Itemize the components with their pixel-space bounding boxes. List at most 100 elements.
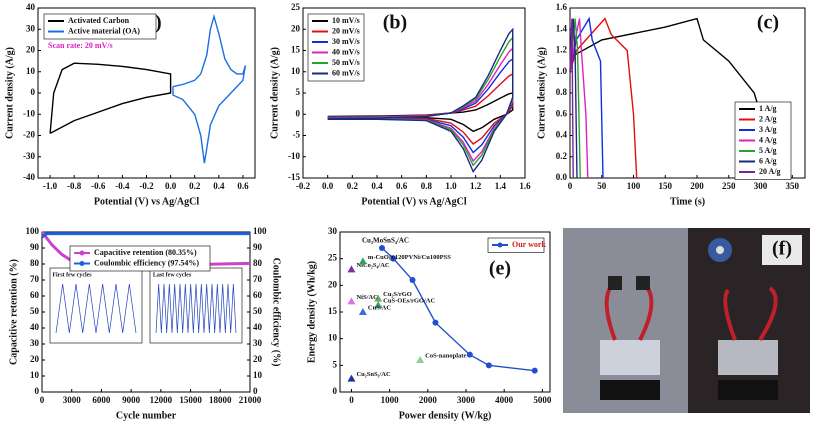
y-tick-label: 0.2 — [556, 151, 568, 161]
inset-waveform — [55, 283, 137, 334]
panel-title: (b) — [383, 12, 407, 34]
y-tick-label: 0 — [333, 386, 338, 396]
y-tick-label: 20 — [328, 279, 338, 289]
point-label: CoS-nanoplate — [425, 352, 466, 359]
y-tick-label: 40 — [30, 322, 40, 332]
y-tick-label: 5 — [296, 87, 301, 97]
x-tick-label: 9000 — [122, 395, 141, 405]
y-tick-label: 0 — [31, 87, 36, 97]
y-tick-label: -20 — [23, 130, 35, 140]
y2-tick-label: 10 — [253, 370, 263, 380]
label-bg — [762, 235, 802, 265]
y-tick-label: -5 — [293, 130, 301, 140]
y-axis-label: Energy density (Wh/kg) — [306, 261, 317, 363]
series-line — [49, 62, 172, 135]
y-tick-label: 80 — [30, 258, 40, 268]
y-tick-label: 90 — [30, 242, 40, 252]
y-tick-label: 0.8 — [556, 87, 568, 97]
legend-box — [43, 13, 157, 40]
panel: -0.2 0.0 0.2 0.4 0.6 0.8 1.0 1.2 1.4 1.6 -15 -10 -5 0… — [269, 2, 531, 207]
x-tick-label: 6000 — [92, 395, 111, 405]
x-axis-label: Potential (V) vs Ag/AgCl — [361, 196, 466, 207]
inset-frame — [149, 267, 243, 344]
y-tick-label: 0.6 — [556, 108, 568, 118]
point-label: CuS/AC — [368, 304, 391, 311]
x-tick-label: 0.2 — [347, 181, 359, 191]
data-point — [379, 245, 385, 251]
series-line — [569, 17, 638, 179]
x-axis-label: Cycle number — [116, 410, 177, 421]
x-tick-label: 0 — [568, 181, 573, 191]
y2-tick-label: 60 — [253, 290, 263, 300]
legend-box — [487, 237, 545, 253]
x-tick-label: 3000 — [63, 395, 82, 405]
scatter-point — [416, 356, 425, 363]
y-tick-label: 0.0 — [556, 172, 568, 182]
y-tick-label: 30 — [26, 23, 36, 33]
point-label: Cu₂SnS₃/AC — [356, 371, 391, 378]
legend-label: 30 mV/s — [332, 37, 360, 46]
legend-marker — [79, 261, 85, 266]
panel: 0 1000 2000 3000 4000 5000 0 5 10 15 20 25 30 (e) Powe… — [306, 226, 552, 421]
scatter-point — [358, 257, 367, 265]
x-tick-label: 50 — [597, 181, 607, 191]
series-line — [569, 18, 574, 179]
inset-title: Last few cycles — [153, 272, 192, 278]
y-tick-label: 20 — [30, 354, 40, 364]
legend-label: 10 mV/s — [332, 16, 360, 25]
y-axis-label: Current density (A/g) — [269, 47, 280, 139]
panel: 0 3000 6000 9000 12000 15000 18000 210000102030… — [8, 226, 281, 421]
x-tick-label: 0.6 — [237, 181, 249, 191]
x-tick-label: -0.8 — [67, 181, 82, 191]
x-axis-label: Potential (V) vs Ag/AgCl — [94, 196, 199, 207]
y-tick-label: 30 — [328, 226, 338, 236]
point-label: Cu₂S/rGO — [383, 291, 412, 298]
y-axis-label: Current density (A/g) — [4, 47, 15, 139]
scatter-point — [347, 265, 356, 273]
legend-label: 4 A/g — [759, 135, 777, 144]
y-tick-label: 1.2 — [556, 45, 568, 55]
data-point — [409, 277, 416, 283]
binder-clip — [718, 380, 778, 400]
series-line — [172, 13, 247, 164]
point-label: m-CuO@120PVNi/Cu100PSS — [368, 254, 451, 261]
y2-tick-label: 80 — [253, 258, 263, 268]
point-label: NiCo₂S₄/AC — [356, 262, 389, 269]
legend-label: 50 mV/s — [332, 58, 360, 67]
data-point — [390, 255, 397, 262]
x-axis-label: Power density (W/kg) — [399, 410, 492, 421]
x-tick-label: -0.2 — [296, 181, 311, 191]
y-tick-label: 60 — [30, 290, 40, 300]
x-tick-label: 0.6 — [396, 181, 408, 191]
legend-label: 20 mV/s — [332, 26, 360, 35]
y-tick-label: 50 — [30, 306, 40, 316]
y-tick-label: 1.6 — [556, 2, 568, 12]
inset-title: First few cycles — [52, 272, 92, 278]
y-tick-label: 0 — [35, 386, 40, 396]
x-tick-label: 4000 — [495, 395, 514, 405]
panel: 0 50 100 150 200 250 300 350 0.0 0.2 0.4 0.6 0.8 1.0 1… — [536, 2, 806, 207]
y-tick-label: 10 — [26, 66, 36, 76]
legend-label: Capacitive retention (80.35%) — [94, 248, 197, 257]
legend-label: 60 mV/s — [332, 68, 360, 77]
x-tick-label: 300 — [754, 181, 768, 191]
legend-label: 3 A/g — [759, 125, 777, 134]
legend-label: 2 A/g — [759, 114, 777, 123]
series-line — [327, 27, 514, 173]
x-tick-label: -1.0 — [43, 181, 58, 191]
y-tick-label: 0.4 — [556, 130, 568, 140]
fan-hub — [716, 246, 724, 254]
clip — [608, 276, 622, 290]
legend-marker — [497, 242, 503, 248]
x-tick-label: 250 — [722, 181, 736, 191]
point-label: NiS/AC — [356, 294, 378, 301]
panel-label: (f) — [772, 238, 792, 260]
x-tick-label: 1.0 — [445, 181, 457, 191]
y2-tick-label: 100 — [253, 226, 267, 236]
scatter-point — [347, 374, 356, 382]
legend-label: 1 A/g — [759, 104, 777, 113]
data-point — [432, 319, 439, 326]
y-axis-label: Current density (A/g) — [536, 47, 547, 139]
y-tick-label: -40 — [23, 172, 35, 182]
y-tick-label: 5 — [333, 359, 338, 369]
